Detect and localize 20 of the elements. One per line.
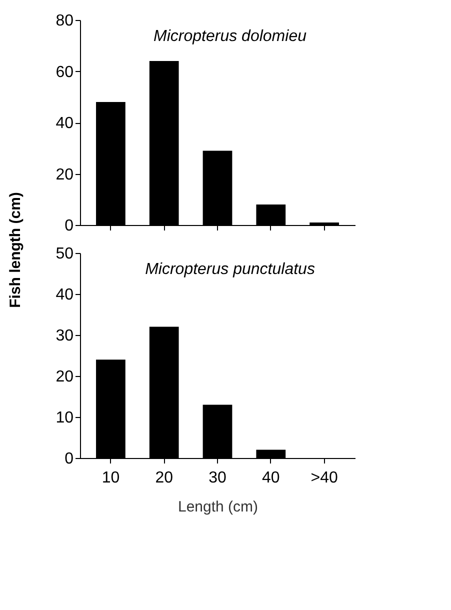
y-axis-title: Fish length (cm) bbox=[7, 192, 24, 308]
y-tick-label: 50 bbox=[56, 246, 74, 262]
x-axis-title: Length (cm) bbox=[178, 498, 258, 516]
chart-title: Micropterus dolomieu bbox=[154, 28, 307, 45]
y-tick-label: 40 bbox=[56, 286, 74, 304]
chart-title: Micropterus punctulatus bbox=[145, 261, 315, 278]
y-tick-label: 10 bbox=[56, 410, 74, 426]
x-tick-label: 30 bbox=[208, 470, 226, 486]
y-tick-label: 0 bbox=[64, 450, 74, 468]
y-tick-label: 40 bbox=[56, 115, 74, 132]
x-tick-label: 10 bbox=[102, 470, 120, 486]
y-tick-label: 20 bbox=[56, 368, 74, 386]
x-tick-label: 40 bbox=[262, 470, 280, 486]
y-tick-label: 20 bbox=[56, 166, 74, 184]
x-tick-label: >40 bbox=[310, 470, 338, 486]
y-tick-label: 0 bbox=[64, 218, 74, 234]
y-tick-label: 60 bbox=[56, 64, 74, 81]
x-tick-label: 20 bbox=[155, 470, 174, 486]
y-tick-label: 80 bbox=[56, 12, 74, 30]
y-tick-label: 30 bbox=[56, 328, 74, 344]
